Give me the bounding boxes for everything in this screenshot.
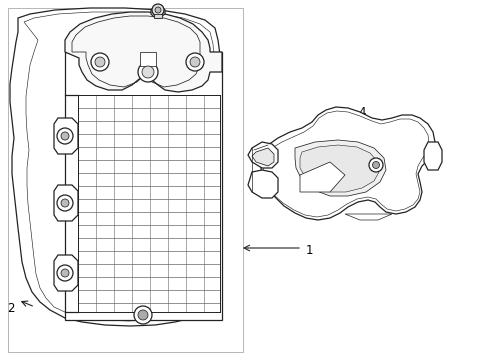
- Circle shape: [57, 265, 73, 281]
- Polygon shape: [295, 140, 386, 196]
- Circle shape: [138, 62, 158, 82]
- Polygon shape: [252, 148, 274, 166]
- Circle shape: [138, 310, 148, 320]
- Text: 2: 2: [7, 302, 15, 315]
- Polygon shape: [54, 118, 78, 154]
- Text: 3: 3: [122, 22, 130, 35]
- Circle shape: [369, 158, 383, 172]
- Polygon shape: [300, 162, 345, 192]
- Circle shape: [152, 4, 164, 16]
- Text: 4: 4: [358, 105, 366, 118]
- Circle shape: [186, 53, 204, 71]
- Polygon shape: [54, 185, 78, 221]
- Polygon shape: [248, 170, 278, 198]
- Circle shape: [142, 66, 154, 78]
- Circle shape: [134, 306, 152, 324]
- Circle shape: [61, 132, 69, 140]
- Circle shape: [61, 199, 69, 207]
- Polygon shape: [10, 8, 222, 326]
- Circle shape: [57, 128, 73, 144]
- Polygon shape: [65, 52, 222, 320]
- Polygon shape: [140, 52, 156, 66]
- Text: 1: 1: [306, 243, 314, 256]
- Polygon shape: [260, 107, 435, 220]
- Circle shape: [91, 53, 109, 71]
- Polygon shape: [424, 142, 442, 170]
- Polygon shape: [248, 142, 278, 168]
- Circle shape: [190, 57, 200, 67]
- Polygon shape: [65, 12, 222, 92]
- Circle shape: [95, 57, 105, 67]
- Polygon shape: [300, 145, 379, 192]
- Circle shape: [155, 7, 161, 13]
- Circle shape: [372, 162, 379, 168]
- Circle shape: [57, 195, 73, 211]
- Polygon shape: [151, 8, 165, 18]
- Polygon shape: [154, 14, 162, 18]
- Polygon shape: [54, 255, 78, 291]
- Circle shape: [61, 269, 69, 277]
